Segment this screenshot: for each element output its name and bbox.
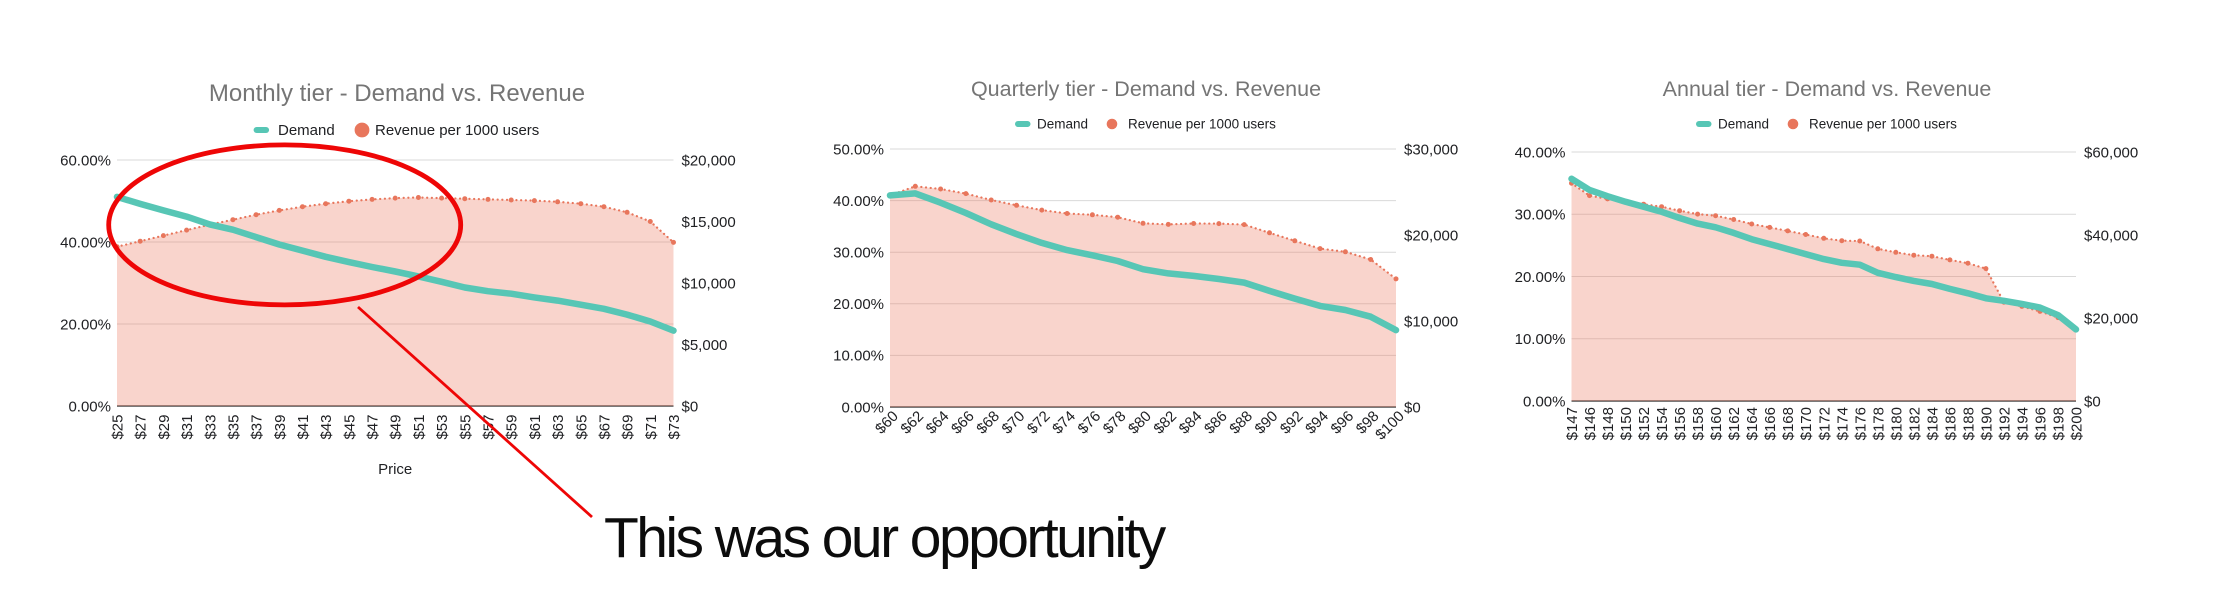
svg-text:$63: $63	[550, 415, 567, 440]
svg-text:$150: $150	[1618, 407, 1635, 440]
svg-text:20.00%: 20.00%	[60, 316, 111, 333]
svg-text:30.00%: 30.00%	[833, 245, 884, 262]
svg-text:Revenue per 1000 users: Revenue per 1000 users	[1128, 117, 1276, 132]
svg-text:$55: $55	[457, 415, 474, 440]
svg-text:$180: $180	[1888, 407, 1905, 440]
svg-text:0.00%: 0.00%	[841, 399, 884, 416]
svg-text:$71: $71	[643, 415, 660, 440]
svg-text:$0: $0	[1404, 399, 1421, 416]
svg-text:Demand: Demand	[278, 122, 335, 139]
svg-text:$186: $186	[1942, 407, 1959, 440]
svg-text:Revenue per 1000 users: Revenue per 1000 users	[375, 122, 539, 139]
svg-text:$146: $146	[1582, 407, 1599, 440]
svg-text:$47: $47	[365, 415, 382, 440]
svg-text:$73: $73	[666, 415, 683, 440]
svg-text:$20,000: $20,000	[682, 152, 736, 169]
svg-text:This was our opportunity: This was our opportunity	[604, 506, 1167, 570]
svg-text:Demand: Demand	[1718, 117, 1769, 132]
svg-text:$35: $35	[225, 415, 242, 440]
svg-text:Price: Price	[378, 461, 412, 478]
svg-text:$198: $198	[2051, 407, 2068, 440]
svg-text:$154: $154	[1654, 407, 1671, 440]
svg-text:$0: $0	[682, 398, 699, 415]
svg-text:Revenue per 1000 users: Revenue per 1000 users	[1809, 117, 1957, 132]
svg-text:$10,000: $10,000	[682, 275, 736, 292]
svg-text:$27: $27	[133, 415, 150, 440]
svg-text:$166: $166	[1762, 407, 1779, 440]
svg-text:10.00%: 10.00%	[1515, 331, 1566, 348]
svg-text:$65: $65	[573, 415, 590, 440]
svg-text:20.00%: 20.00%	[833, 296, 884, 313]
svg-text:$178: $178	[1870, 407, 1887, 440]
svg-text:$69: $69	[620, 415, 637, 440]
svg-text:Quarterly tier - Demand vs. Re: Quarterly tier - Demand vs. Revenue	[971, 77, 1321, 101]
svg-text:$196: $196	[2033, 407, 2050, 440]
svg-text:$176: $176	[1852, 407, 1869, 440]
svg-text:$172: $172	[1816, 407, 1833, 440]
svg-text:$60,000: $60,000	[2084, 144, 2138, 161]
svg-text:$15,000: $15,000	[682, 214, 736, 231]
svg-text:$29: $29	[156, 415, 173, 440]
svg-text:$61: $61	[527, 415, 544, 440]
svg-text:$152: $152	[1636, 407, 1653, 440]
svg-text:$5,000: $5,000	[682, 337, 728, 354]
svg-text:$20,000: $20,000	[2084, 310, 2138, 327]
svg-text:Annual tier - Demand vs. Reven: Annual tier - Demand vs. Revenue	[1663, 77, 1992, 101]
svg-text:$31: $31	[179, 415, 196, 440]
svg-text:$67: $67	[596, 415, 613, 440]
svg-text:0.00%: 0.00%	[68, 398, 111, 415]
svg-text:40.00%: 40.00%	[833, 193, 884, 210]
svg-text:Monthly tier - Demand vs. Reve: Monthly tier - Demand vs. Revenue	[209, 80, 585, 107]
svg-text:$182: $182	[1906, 407, 1923, 440]
svg-text:40.00%: 40.00%	[1515, 144, 1566, 161]
svg-text:$40,000: $40,000	[2084, 227, 2138, 244]
svg-text:10.00%: 10.00%	[833, 348, 884, 365]
svg-text:60.00%: 60.00%	[60, 152, 111, 169]
svg-text:$25: $25	[110, 415, 127, 440]
svg-text:40.00%: 40.00%	[60, 234, 111, 251]
svg-text:$194: $194	[2014, 407, 2031, 440]
svg-text:$0: $0	[2084, 393, 2101, 410]
svg-text:$41: $41	[295, 415, 312, 440]
svg-text:$168: $168	[1780, 407, 1797, 440]
svg-text:$30,000: $30,000	[1404, 141, 1458, 158]
svg-text:$147: $147	[1564, 407, 1581, 440]
svg-text:$45: $45	[341, 415, 358, 440]
svg-text:$20,000: $20,000	[1404, 227, 1458, 244]
svg-text:$49: $49	[388, 415, 405, 440]
svg-text:Demand: Demand	[1037, 117, 1088, 132]
svg-text:20.00%: 20.00%	[1515, 269, 1566, 286]
svg-text:$53: $53	[434, 415, 451, 440]
svg-text:$59: $59	[504, 415, 521, 440]
svg-text:$37: $37	[249, 415, 266, 440]
svg-text:$10,000: $10,000	[1404, 313, 1458, 330]
svg-text:$192: $192	[1996, 407, 2013, 440]
svg-text:$158: $158	[1690, 407, 1707, 440]
svg-text:$190: $190	[1978, 407, 1995, 440]
svg-text:$43: $43	[318, 415, 335, 440]
svg-text:$51: $51	[411, 415, 428, 440]
svg-text:50.00%: 50.00%	[833, 141, 884, 158]
svg-text:$156: $156	[1672, 407, 1689, 440]
svg-text:$174: $174	[1834, 407, 1851, 440]
svg-text:$200: $200	[2069, 407, 2086, 440]
svg-text:$148: $148	[1600, 407, 1617, 440]
svg-text:$164: $164	[1744, 407, 1761, 440]
svg-text:$33: $33	[202, 415, 219, 440]
svg-text:$162: $162	[1726, 407, 1743, 440]
svg-text:$160: $160	[1708, 407, 1725, 440]
svg-text:$188: $188	[1960, 407, 1977, 440]
svg-text:$170: $170	[1798, 407, 1815, 440]
svg-text:$39: $39	[272, 415, 289, 440]
svg-text:30.00%: 30.00%	[1515, 207, 1566, 224]
svg-text:$184: $184	[1924, 407, 1941, 440]
svg-text:0.00%: 0.00%	[1523, 393, 1566, 410]
